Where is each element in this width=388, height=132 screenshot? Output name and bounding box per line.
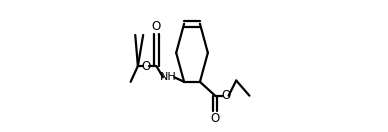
Text: O: O (152, 20, 161, 33)
Text: O: O (211, 112, 220, 125)
Text: O: O (221, 89, 230, 102)
Text: NH: NH (160, 72, 177, 82)
Text: O: O (141, 60, 151, 72)
